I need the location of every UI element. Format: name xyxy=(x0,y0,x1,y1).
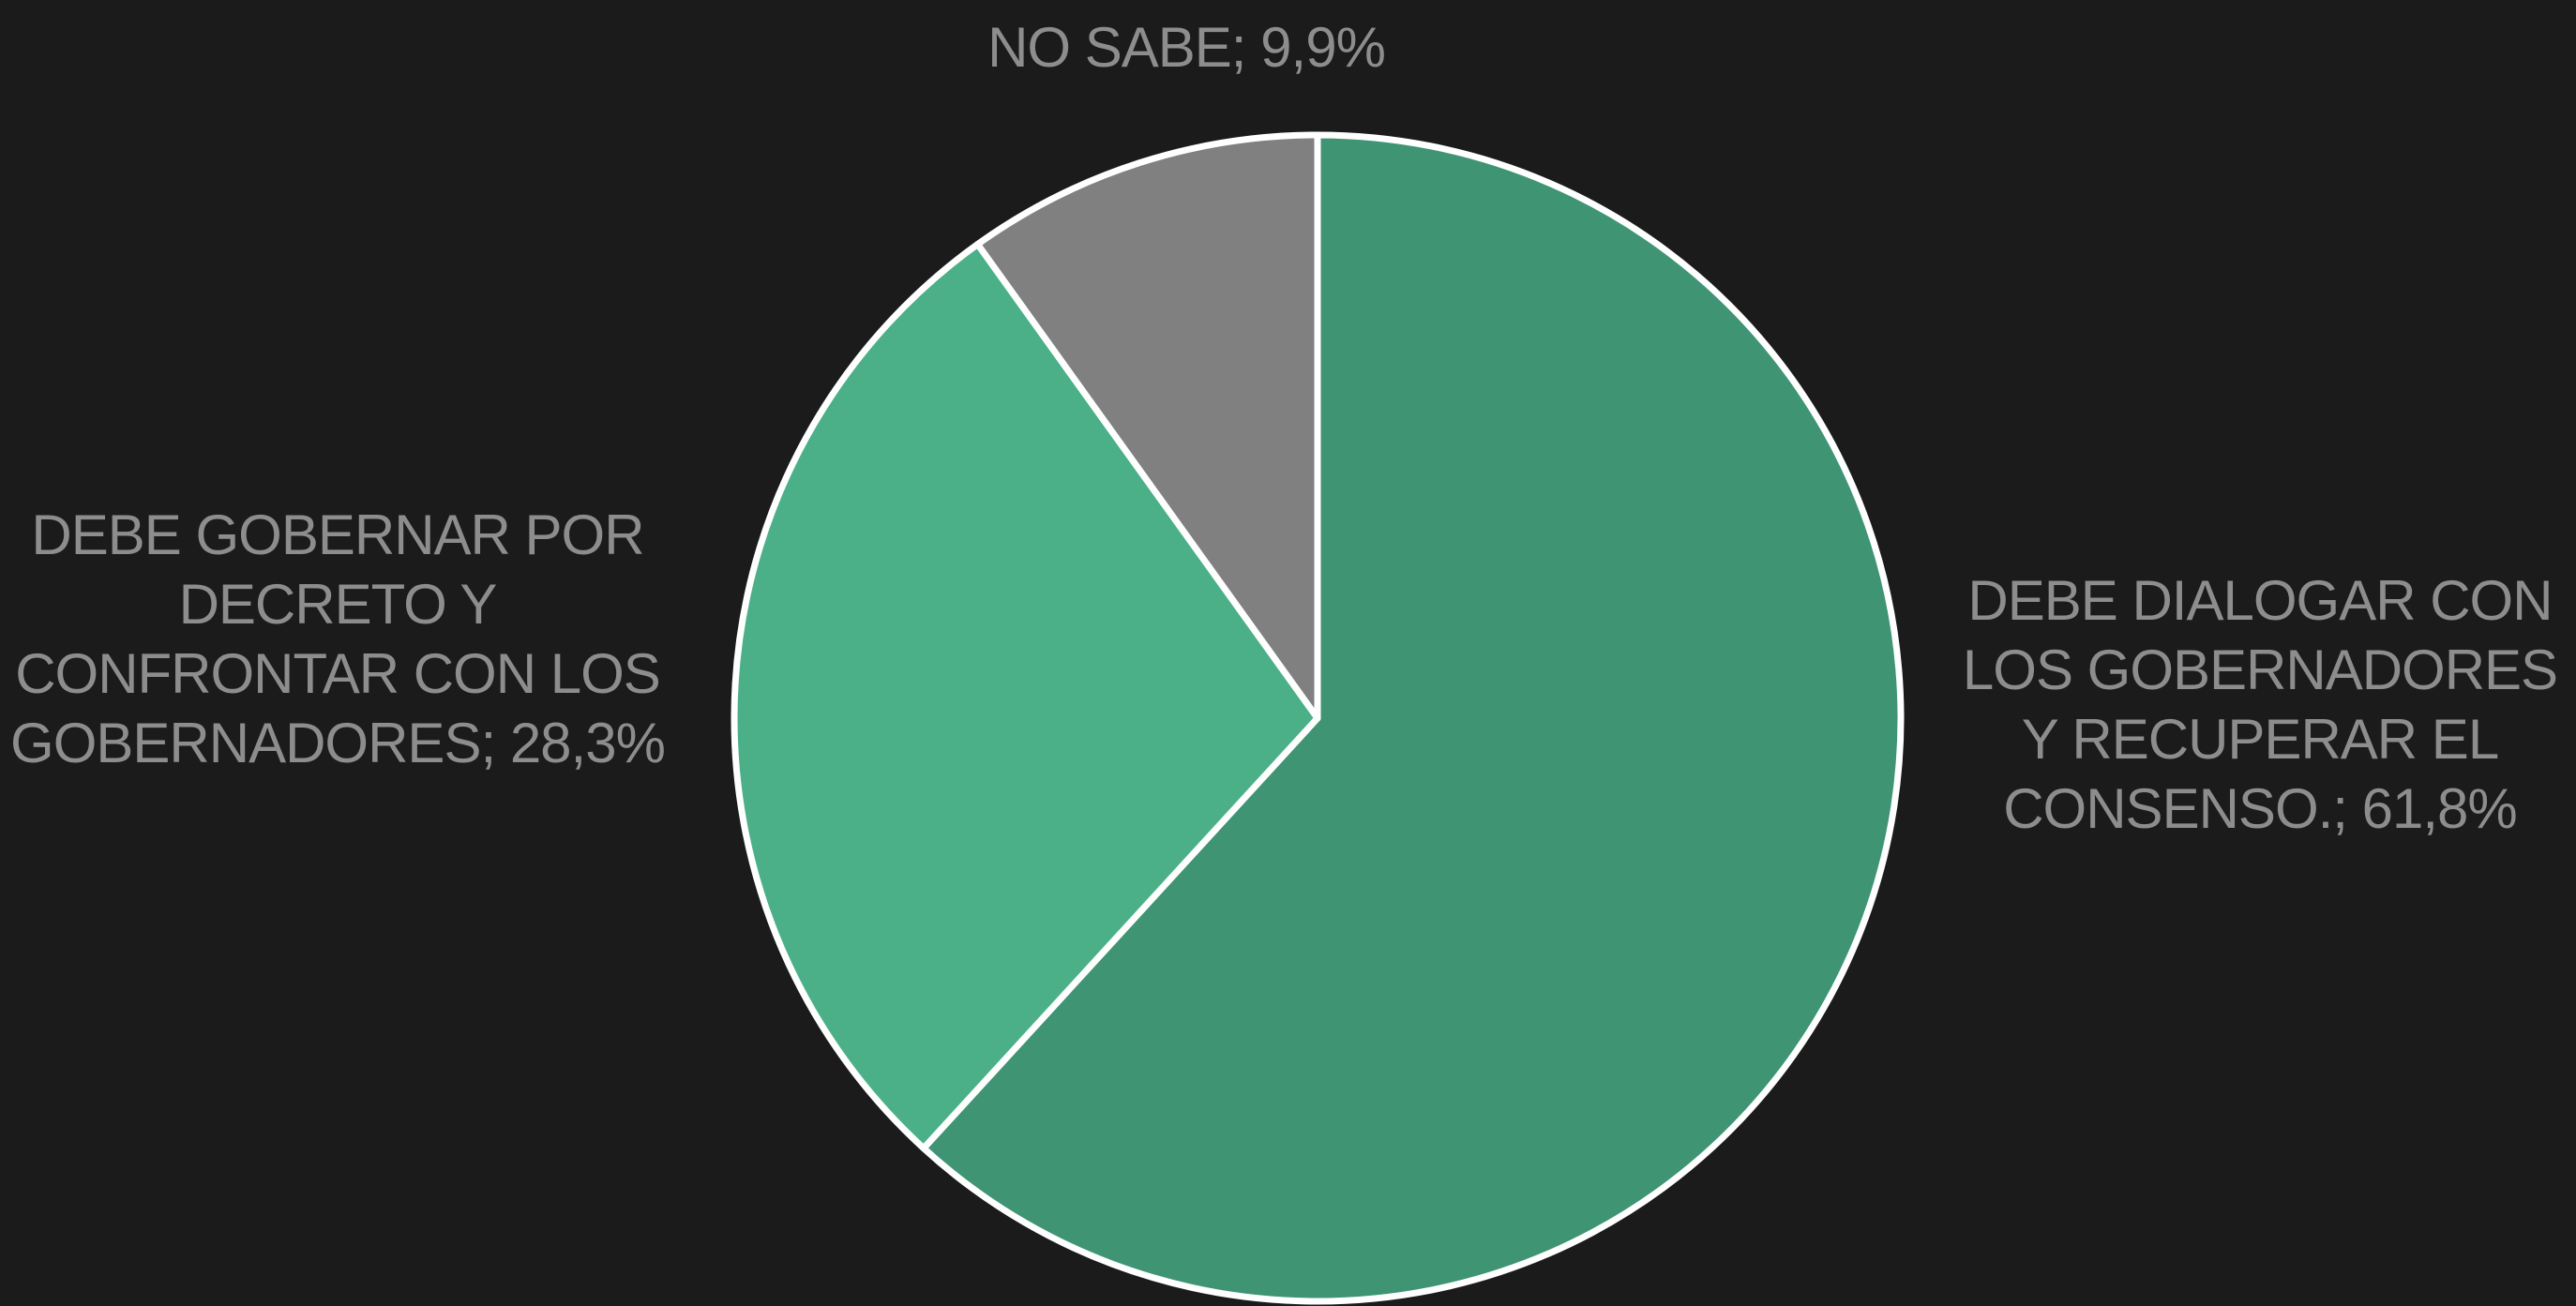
slice-label: NO SABE; 9,9% xyxy=(905,13,1468,83)
pie-slice xyxy=(731,241,1321,1152)
value-label: 61,8% xyxy=(2361,777,2518,840)
slice-label: DEBE DIALOGAR CON LOS GOBERNADORES Y REC… xyxy=(1951,566,2569,844)
category-label: NO SABE; xyxy=(987,16,1246,79)
value-label: 9,9% xyxy=(1260,16,1386,79)
pie-slice xyxy=(974,131,1321,722)
pie-slice xyxy=(920,131,1905,1305)
category-label: DEBE DIALOGAR CON LOS GOBERNADORES Y REC… xyxy=(1962,569,2558,840)
category-label: DEBE GOBERNAR POR DECRETO Y CONFRONTAR C… xyxy=(10,503,661,774)
slice-label: DEBE GOBERNAR POR DECRETO Y CONFRONTAR C… xyxy=(9,501,666,778)
value-label: 28,3% xyxy=(509,712,666,774)
